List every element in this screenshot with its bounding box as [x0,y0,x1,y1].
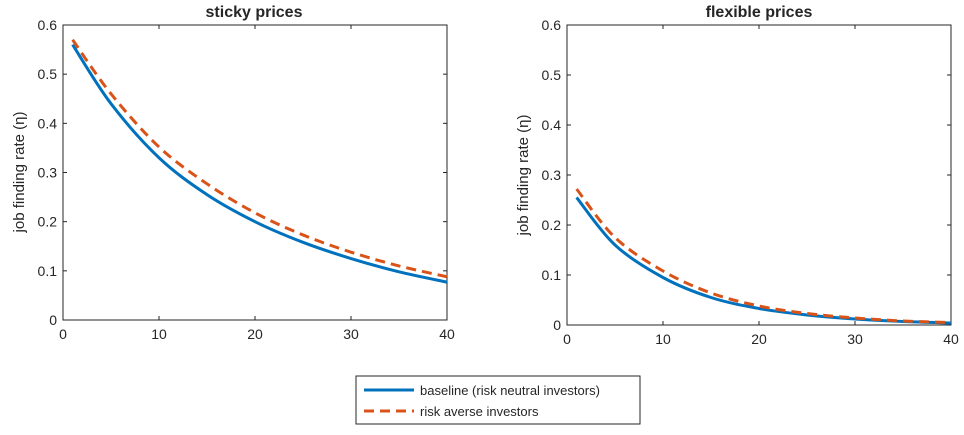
sticky-prices-xtick-label: 10 [151,326,167,342]
flexible-prices-ytick-label: 0.5 [542,67,562,83]
flexible-prices-xtick-label: 10 [655,331,671,347]
legend-label-baseline: baseline (risk neutral investors) [420,383,600,398]
sticky-prices-xtick-label: 40 [439,326,455,342]
sticky-prices-ytick-label: 0.6 [38,17,58,33]
sticky-prices-axes-box [62,24,448,321]
sticky-prices-ytick-label: 0.3 [38,165,58,181]
sticky-prices-title: sticky prices [206,4,303,21]
legend-label-risk-averse: risk averse investors [420,404,539,419]
flexible-prices-ytick-label: 0.1 [542,267,562,283]
sticky-prices-ytick-label: 0.1 [38,263,58,279]
flexible-prices-lines [575,188,952,325]
sticky-prices-series-risk-averse-line [71,38,448,279]
flexible-prices-series-baseline-line [575,196,952,325]
sticky-prices-xtick-label: 0 [59,326,67,342]
flexible-prices-series-risk-averse-line [575,188,952,324]
sticky-prices-ytick-label: 0.4 [38,115,58,131]
sticky-prices-ticks: 0 10 20 30 40 0 0.1 0.2 0.3 0.4 0.5 0.6 [38,17,455,342]
flexible-prices-ytick-label: 0.6 [542,17,562,33]
sticky-prices-ytick-label: 0.5 [38,66,58,82]
sticky-prices-panel: sticky prices job finding rate (η) 0 10 20… [11,4,455,342]
flexible-prices-ytick-label: 0.4 [542,117,562,133]
sticky-prices-xtick-label: 30 [343,326,359,342]
sticky-prices-lines [71,38,448,284]
flexible-prices-ytick-label: 0.2 [542,217,562,233]
flexible-prices-ytick-label: 0 [553,317,561,333]
flexible-prices-xtick-label: 0 [563,331,571,347]
sticky-prices-ylabel: job finding rate (η) [11,112,28,234]
flexible-prices-title: flexible prices [706,4,813,21]
flexible-prices-panel: flexible prices job finding rate (η) 0 10… [515,4,959,347]
flexible-prices-axes-box [566,24,952,326]
legend-box [355,375,641,425]
legend: baseline (risk neutral investors) risk a… [355,375,641,425]
flexible-prices-xtick-label: 20 [751,331,767,347]
sticky-prices-xtick-label: 20 [247,326,263,342]
flexible-prices-xtick-label: 40 [943,331,959,347]
flexible-prices-ytick-label: 0.3 [542,167,562,183]
sticky-prices-ytick-label: 0.2 [38,214,58,230]
sticky-prices-ytick-label: 0 [49,312,57,328]
flexible-prices-ticks: 0 10 20 30 40 0 0.1 0.2 0.3 0.4 0.5 0.6 [542,17,959,347]
flexible-prices-xtick-label: 30 [847,331,863,347]
sticky-prices-series-baseline-line [71,43,448,284]
flexible-prices-ylabel: job finding rate (η) [515,115,532,237]
